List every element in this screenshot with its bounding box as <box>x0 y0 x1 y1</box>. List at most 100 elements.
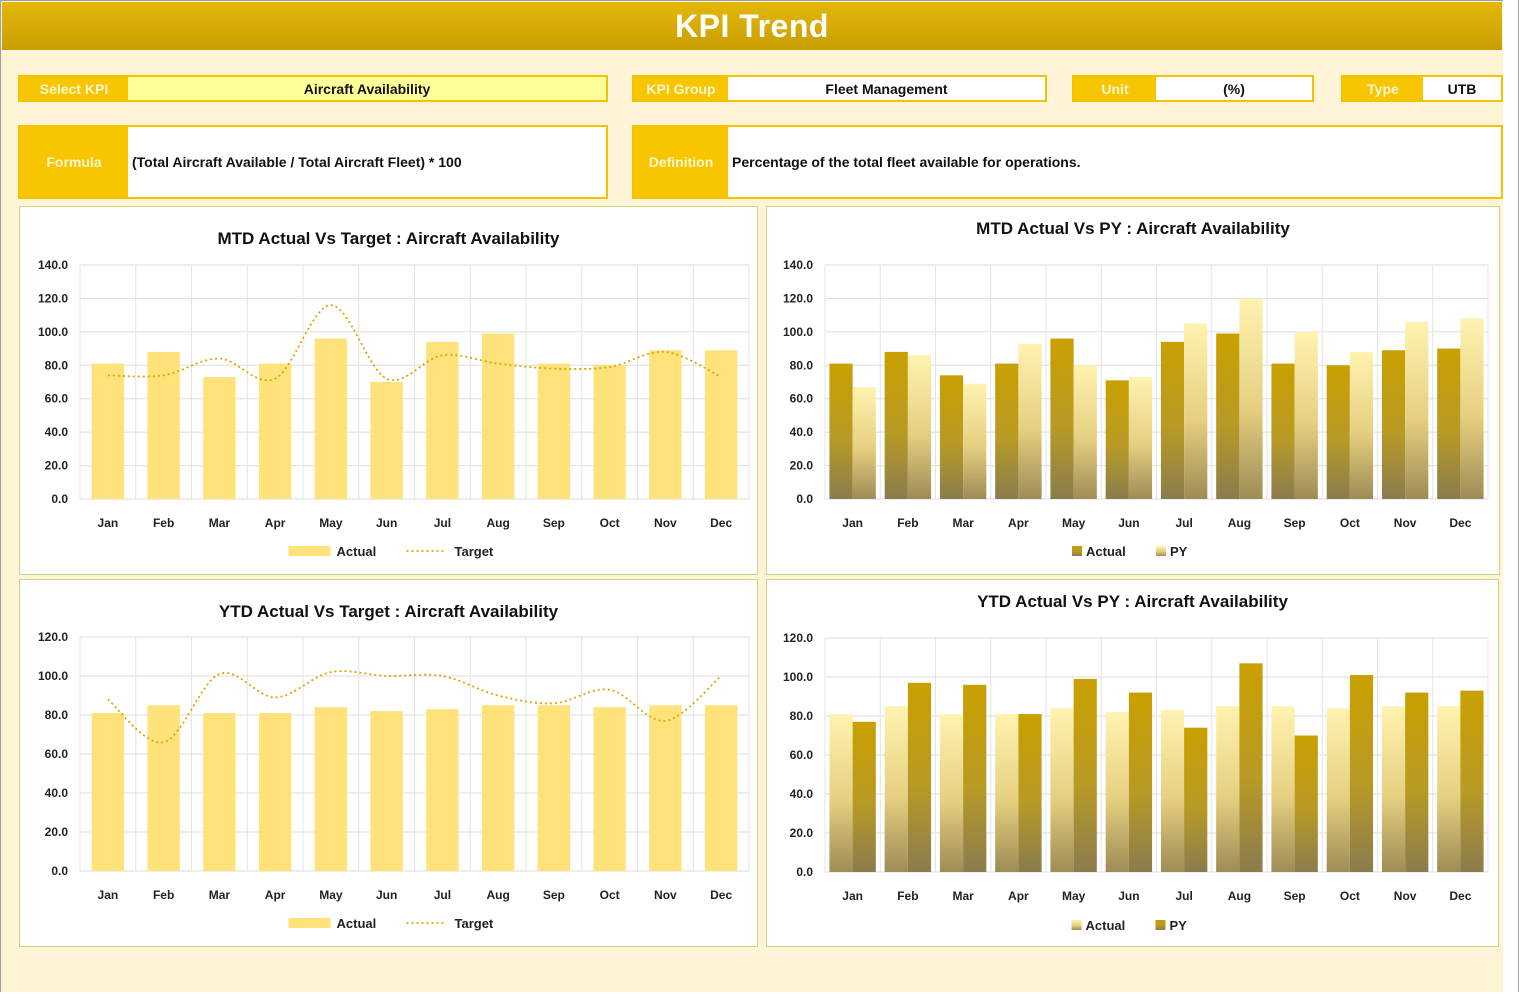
unit-value: (%) <box>1223 80 1245 97</box>
select-kpi-dropdown[interactable]: Aircraft Availability <box>128 77 606 100</box>
x-tick-label: Dec <box>710 888 732 902</box>
bar-actual <box>593 707 626 871</box>
bar-actual <box>649 350 682 499</box>
bar-py <box>1239 298 1263 499</box>
legend-swatch-actual <box>1071 920 1082 930</box>
chart-svg: MTD Actual Vs Target : Aircraft Availabi… <box>38 229 750 559</box>
legend-label-actual: Actual <box>337 916 377 931</box>
legend-label-actual: Actual <box>1086 918 1126 933</box>
x-tick-label: Jul <box>434 516 451 530</box>
bar-actual <box>829 363 853 499</box>
bar-py <box>1184 323 1208 499</box>
type-value: UTB <box>1447 80 1477 97</box>
bar-actual <box>593 365 626 499</box>
chart-title: YTD Actual Vs PY : Aircraft Availability <box>977 592 1288 611</box>
bar-actual <box>1437 706 1461 872</box>
y-tick-label: 140.0 <box>38 258 68 272</box>
x-tick-label: Sep <box>1284 889 1306 903</box>
y-tick-label: 40.0 <box>790 425 814 439</box>
chart-mtd-actual-vs-py: MTD Actual Vs PY : Aircraft Availability… <box>766 206 1500 575</box>
bar-py <box>1239 663 1263 872</box>
y-tick-label: 0.0 <box>796 492 813 506</box>
bar-py <box>963 684 987 872</box>
legend-swatch-actual <box>1072 546 1082 556</box>
x-tick-label: May <box>319 516 343 530</box>
x-tick-label: Oct <box>1340 516 1360 530</box>
x-tick-label: Jun <box>1118 889 1139 903</box>
x-tick-label: Sep <box>543 516 565 530</box>
chart-title: YTD Actual Vs Target : Aircraft Availabi… <box>219 602 559 621</box>
y-tick-label: 20.0 <box>790 826 814 840</box>
bar-actual <box>1271 363 1295 499</box>
bar-py <box>1018 714 1042 872</box>
bar-py <box>907 355 932 499</box>
y-tick-label: 20.0 <box>45 459 69 473</box>
x-tick-label: Aug <box>486 888 509 902</box>
y-tick-label: 0.0 <box>51 864 68 878</box>
y-tick-label: 120.0 <box>783 631 813 645</box>
y-tick-label: 100.0 <box>783 670 813 684</box>
bar-actual <box>1326 365 1350 499</box>
chart-ytd-actual-vs-target: YTD Actual Vs Target : Aircraft Availabi… <box>19 579 758 947</box>
y-tick-label: 120.0 <box>38 630 68 644</box>
x-tick-label: Aug <box>1228 516 1251 530</box>
definition-box: Definition Percentage of the total fleet… <box>632 125 1503 199</box>
bar-actual <box>370 711 403 871</box>
unit-label: Unit <box>1074 77 1156 100</box>
bar-py <box>1460 690 1484 872</box>
chart-mtd-actual-vs-target: MTD Actual Vs Target : Aircraft Availabi… <box>19 206 758 575</box>
bar-py <box>963 383 987 499</box>
y-tick-label: 40.0 <box>45 786 69 800</box>
x-tick-label: Mar <box>952 889 974 903</box>
x-tick-label: Sep <box>543 888 565 902</box>
bar-py <box>852 721 876 872</box>
bar-py <box>1349 351 1374 499</box>
bar-py <box>907 682 932 872</box>
line-target <box>107 304 722 382</box>
x-tick-label: Jan <box>842 889 863 903</box>
x-tick-label: Sep <box>1284 516 1306 530</box>
bar-actual <box>258 363 292 499</box>
bar-actual <box>481 705 515 871</box>
chart-title: MTD Actual Vs Target : Aircraft Availabi… <box>218 229 561 248</box>
x-tick-label: Oct <box>1340 889 1360 903</box>
bar-actual <box>426 341 459 499</box>
y-tick-label: 80.0 <box>45 358 69 372</box>
bar-actual <box>147 705 180 871</box>
kpi-group-label: KPI Group <box>634 77 728 100</box>
bar-py <box>1405 321 1429 499</box>
bar-actual <box>704 705 738 871</box>
bar-py <box>1349 675 1374 872</box>
y-tick-label: 120.0 <box>38 291 68 305</box>
y-tick-label: 100.0 <box>783 325 813 339</box>
y-tick-label: 120.0 <box>783 291 813 305</box>
line-target <box>107 670 722 744</box>
bar-actual <box>1216 333 1240 499</box>
bar-actual <box>203 713 236 871</box>
x-tick-label: Aug <box>486 516 509 530</box>
bar-actual <box>481 333 515 499</box>
bar-py <box>1018 343 1042 499</box>
type-field: Type UTB <box>1341 75 1503 102</box>
bar-actual <box>1050 708 1074 872</box>
header-banner: KPI Trend <box>2 2 1502 50</box>
x-tick-label: Jul <box>1175 889 1192 903</box>
legend-label-actual: Actual <box>337 544 377 559</box>
x-tick-label: May <box>319 888 343 902</box>
legend-label-target: Target <box>455 544 494 559</box>
y-tick-label: 80.0 <box>45 708 69 722</box>
x-tick-label: Apr <box>265 516 286 530</box>
bar-actual <box>1381 350 1406 499</box>
x-tick-label: Nov <box>654 516 677 530</box>
chart-svg: MTD Actual Vs PY : Aircraft Availability… <box>783 219 1489 559</box>
kpi-group-value: Fleet Management <box>825 80 948 97</box>
unit-field: Unit (%) <box>1072 75 1314 102</box>
x-tick-label: Nov <box>1394 516 1417 530</box>
x-tick-label: Jun <box>1118 516 1139 530</box>
bar-actual <box>884 706 908 872</box>
legend-swatch-py <box>1155 920 1166 930</box>
formula-label: Formula <box>20 127 128 197</box>
legend-label-target: Target <box>455 916 494 931</box>
x-tick-label: Dec <box>710 516 732 530</box>
x-tick-label: Feb <box>897 889 918 903</box>
